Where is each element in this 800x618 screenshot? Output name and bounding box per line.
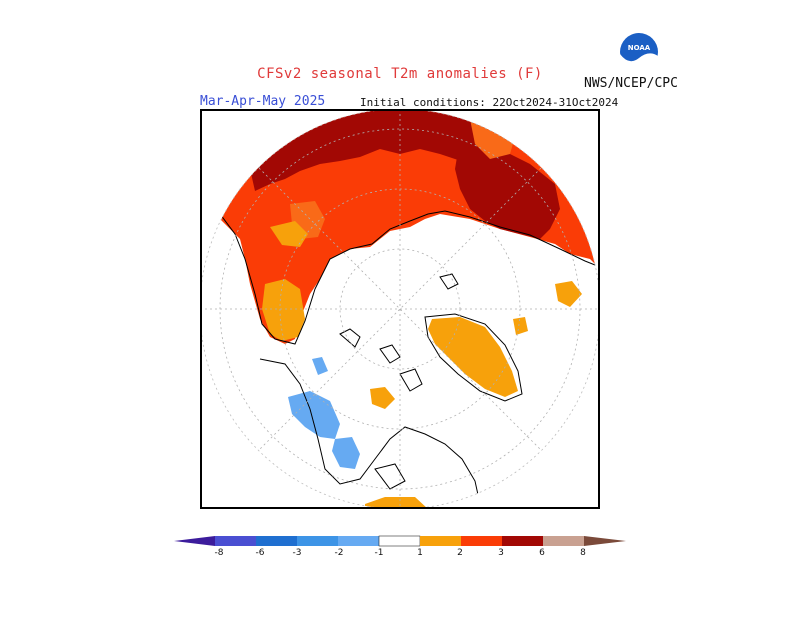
legend-tick: -3	[292, 548, 302, 558]
legend-swatch-pos3	[502, 536, 543, 546]
anomaly-1-region-archipelago	[370, 387, 395, 409]
legend-tick: 2	[457, 548, 463, 558]
legend-swatch-neutral	[378, 535, 421, 547]
anomaly-6-region-east	[455, 139, 560, 239]
polar-map-svg	[202, 111, 598, 507]
anomaly-1-region-iceland	[513, 317, 528, 335]
legend-tick: 8	[580, 548, 586, 558]
legend-tick: 3	[498, 548, 504, 558]
legend-swatch-neg1	[338, 536, 379, 546]
noaa-logo-text: NOAA	[628, 44, 651, 52]
graticule	[202, 111, 598, 507]
legend-swatch-neg3	[256, 536, 297, 546]
legend-swatch-pos2	[461, 536, 502, 546]
anomaly-neg1-region-alaska	[288, 391, 340, 439]
anomaly-6-region-north	[250, 111, 510, 191]
legend-tick: -1	[374, 548, 384, 558]
anomaly-neg1-region-canada	[332, 437, 360, 469]
legend-swatch-pos6	[543, 536, 584, 546]
anomaly-1-region-south	[365, 497, 428, 507]
season-label: Mar-Apr-May 2025	[200, 94, 326, 109]
polar-map	[200, 109, 600, 509]
anomaly-1-region-scandinavia	[270, 221, 308, 247]
legend-tick: 6	[539, 548, 545, 558]
legend-tick: 1	[417, 548, 423, 558]
anomaly-neg1-region-bering	[312, 357, 328, 375]
initial-conditions-label: Initial conditions: 22Oct2024-31Oct2024	[360, 96, 619, 109]
anomaly-1-region-europe	[262, 279, 305, 341]
color-legend	[174, 535, 626, 547]
legend-tick: -6	[255, 548, 265, 558]
legend-swatch-pos1	[420, 536, 461, 546]
legend-tick: -8	[214, 548, 224, 558]
coastlines	[202, 208, 598, 505]
legend-swatch-pos8-arrow	[584, 536, 626, 546]
agency-label: NWS/NCEP/CPC	[584, 76, 678, 91]
anomaly-1-region-greenland	[428, 317, 518, 397]
legend-swatch-neg2	[297, 536, 338, 546]
legend-swatch-neg6	[215, 536, 256, 546]
legend-tick: -2	[334, 548, 344, 558]
legend-swatch-neg8-arrow	[174, 536, 215, 546]
noaa-logo: NOAA	[619, 33, 658, 72]
map-title: CFSv2 seasonal T2m anomalies (F)	[257, 66, 543, 82]
anomaly-1-region-british-isles	[555, 281, 582, 307]
